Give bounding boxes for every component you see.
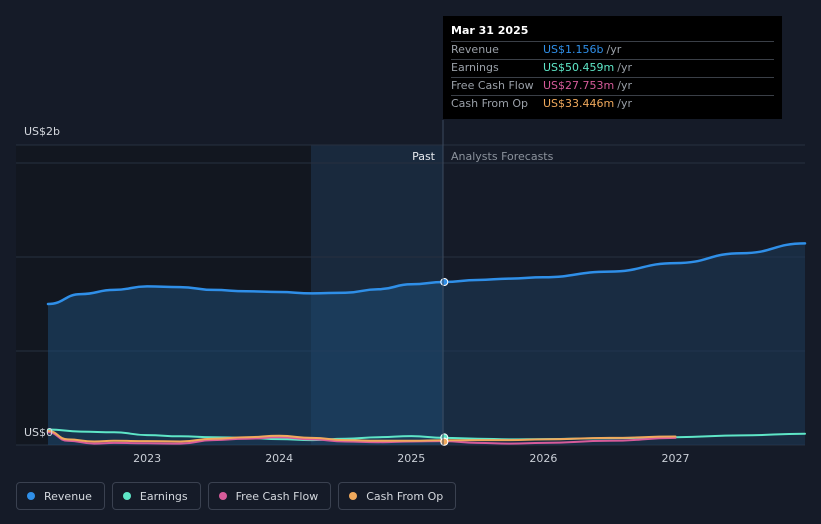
tooltip-row-label: Revenue (451, 43, 499, 56)
cash-from-op-marker (440, 437, 449, 446)
tooltip: Mar 31 2025 Revenue US$1.156b/yr Earnings U… (443, 16, 782, 119)
tooltip-row-label: Earnings (451, 61, 499, 74)
revenue-area-past (48, 282, 445, 445)
tooltip-row-value: US$33.446m (543, 97, 615, 110)
cash-from-op-line (47, 429, 677, 443)
legend-item-earnings[interactable]: Earnings (111, 482, 201, 510)
legend-dot-icon (349, 492, 358, 500)
legend-item-label: Free Cash Flow (235, 489, 319, 503)
revenue-marker (440, 278, 449, 286)
tooltip-row-value: US$50.459m (543, 61, 615, 74)
legend-item-label: Cash From Op (366, 489, 444, 503)
tooltip-row-value: US$1.156b (543, 43, 604, 56)
tooltip-row-unit: /yr (617, 61, 632, 74)
past-label: Past (412, 150, 436, 163)
tooltip-row: Free Cash Flow US$27.753m/yr (451, 77, 774, 95)
legend-item-cash-from-op[interactable]: Cash From Op (338, 482, 457, 510)
tooltip-date: Mar 31 2025 (451, 24, 529, 37)
revenue-line (46, 242, 807, 306)
legend: Revenue Earnings Free Cash Flow Cash From O… (16, 482, 457, 510)
tooltip-row-unit: /yr (606, 43, 622, 56)
tooltip-row-label: Cash From Op (451, 97, 529, 110)
tooltip-row: Cash From Op US$33.446m/yr (451, 95, 774, 113)
x-tick-label: 2026 (529, 452, 557, 465)
tooltip-row-unit: /yr (617, 97, 632, 110)
legend-dot-icon (218, 492, 227, 500)
tooltip-row-unit: /yr (617, 79, 632, 92)
legend-item-label: Earnings (139, 489, 188, 503)
x-tick-label: 2025 (397, 452, 425, 465)
x-tick-label: 2024 (265, 452, 293, 465)
x-tick-label: 2023 (133, 452, 161, 465)
legend-item-label: Revenue (44, 489, 92, 503)
tooltip-row: Revenue US$1.156b/yr (451, 41, 774, 59)
forecast-label: Analysts Forecasts (451, 150, 554, 163)
legend-item-revenue[interactable]: Revenue (16, 482, 105, 510)
free-cash-flow-line (47, 431, 677, 445)
tooltip-row: Earnings US$50.459m/yr (451, 59, 774, 77)
revenue-area-forecast (444, 243, 805, 445)
legend-dot-icon (122, 492, 131, 500)
legend-item-free-cash-flow[interactable]: Free Cash Flow (207, 482, 332, 510)
y-axis-top-label: US$2b (24, 125, 60, 138)
y-axis-bottom-label: US$0 (24, 426, 53, 439)
legend-dot-icon (27, 492, 35, 500)
x-tick-label: 2027 (662, 452, 690, 465)
tooltip-row-label: Free Cash Flow (451, 79, 534, 92)
tooltip-row-value: US$27.753m (543, 79, 615, 92)
